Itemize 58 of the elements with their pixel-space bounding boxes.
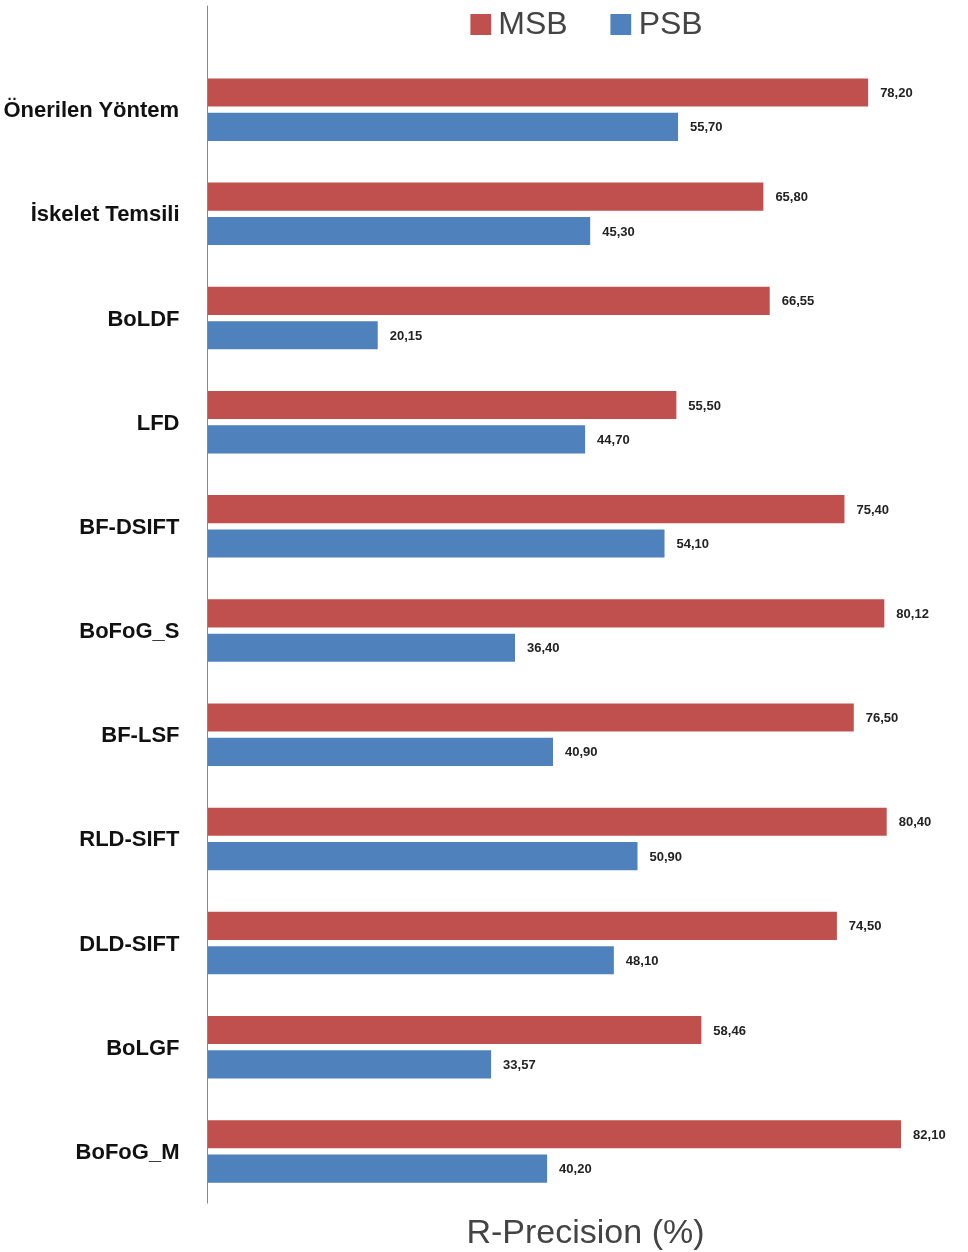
y-tick-label: LFD xyxy=(136,409,180,435)
data-label: 55,50 xyxy=(688,397,721,413)
data-label: 20,15 xyxy=(389,327,423,343)
y-tick-label: BoLGF xyxy=(106,1034,180,1060)
data-label: 74,50 xyxy=(848,918,882,934)
x-axis-title: R-Precision (%) xyxy=(466,1211,705,1250)
data-label: 76,50 xyxy=(865,710,899,726)
bar xyxy=(207,703,854,732)
legend-label: MSB xyxy=(498,5,568,42)
bar xyxy=(207,182,764,211)
bar xyxy=(207,425,586,454)
bar xyxy=(207,1050,492,1079)
data-label: 33,57 xyxy=(503,1056,536,1072)
bar xyxy=(207,286,770,315)
data-label: 80,40 xyxy=(898,814,932,830)
data-label: 66,55 xyxy=(781,293,815,309)
bar xyxy=(207,216,591,246)
data-label: 40,20 xyxy=(559,1161,592,1177)
y-tick-label: Önerilen Yöntem xyxy=(3,97,180,123)
bar xyxy=(207,1154,548,1183)
data-label: 48,10 xyxy=(625,952,659,968)
bar xyxy=(207,78,869,107)
y-tick-label: BF-LSF xyxy=(101,722,180,748)
bar xyxy=(207,112,679,141)
y-tick-label: BoFoG_S xyxy=(79,618,180,644)
data-label: 36,40 xyxy=(527,640,560,656)
y-tick-label: BoLDF xyxy=(107,305,180,331)
y-tick-label: DLD-SIFT xyxy=(79,930,181,956)
data-label: 45,30 xyxy=(602,223,635,239)
y-tick-label: RLD-SIFT xyxy=(79,826,181,852)
data-label: 40,90 xyxy=(565,744,598,760)
data-label: 75,40 xyxy=(856,501,890,517)
data-label: 55,70 xyxy=(690,119,723,135)
bar xyxy=(207,1015,702,1045)
data-label: 44,70 xyxy=(597,431,630,447)
y-tick-label: İskelet Temsili xyxy=(30,201,180,227)
bar xyxy=(207,842,638,871)
data-label: 78,20 xyxy=(880,84,913,100)
bar xyxy=(207,599,885,628)
bar xyxy=(207,737,554,766)
y-tick-label: BoFoG_M xyxy=(75,1138,180,1164)
bar xyxy=(207,529,665,558)
data-label: 82,10 xyxy=(913,1126,946,1142)
bar xyxy=(207,390,677,420)
data-label: 80,12 xyxy=(896,605,929,621)
data-label: 50,90 xyxy=(649,848,683,864)
bar xyxy=(207,495,845,524)
bar xyxy=(207,946,614,975)
data-label: 58,46 xyxy=(713,1022,746,1038)
bar xyxy=(207,633,516,662)
legend-label: PSB xyxy=(638,5,703,42)
data-label: 54,10 xyxy=(676,536,710,552)
bar xyxy=(207,1120,902,1149)
bar xyxy=(207,321,378,350)
bar xyxy=(207,807,887,836)
data-label: 65,80 xyxy=(775,189,808,205)
y-tick-label: BF-DSIFT xyxy=(79,513,181,539)
bar xyxy=(207,911,837,940)
